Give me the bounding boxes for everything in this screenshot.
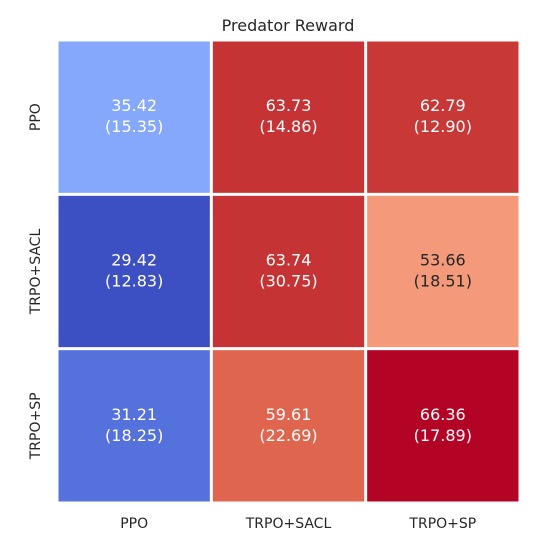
heatmap-cell — [212, 195, 365, 348]
heatmap-cells — [58, 41, 519, 502]
cell-std-label: (12.90) — [414, 117, 472, 136]
cell-value-label: 53.66 — [420, 251, 466, 270]
cell-std-label: (22.69) — [259, 426, 317, 445]
cell-std-label: (15.35) — [105, 117, 163, 136]
cell-value-label: 62.79 — [420, 96, 466, 115]
cell-value-label: 63.74 — [266, 251, 312, 270]
x-axis-ticks: PPO TRPO+SACL TRPO+SP — [120, 516, 476, 532]
y-tick-label: PPO — [28, 103, 44, 131]
x-tick-label: TRPO+SACL — [245, 516, 332, 532]
cell-std-label: (17.89) — [414, 426, 472, 445]
y-tick-label: TRPO+SACL — [28, 229, 44, 316]
cell-value-label: 31.21 — [111, 405, 157, 424]
x-tick-label: PPO — [120, 516, 148, 532]
cell-std-label: (30.75) — [259, 272, 317, 291]
heatmap-cell — [367, 41, 519, 193]
cell-value-label: 59.61 — [266, 405, 312, 424]
heatmap-cell — [212, 350, 365, 502]
heatmap-cell — [58, 350, 210, 502]
heatmap-cell — [212, 41, 365, 193]
cell-std-label: (12.83) — [105, 272, 163, 291]
heatmap-cell-labels: 35.42 (15.35) 63.73 (14.86) 62.79 (12.90) 29.4… — [105, 96, 472, 445]
cell-value-label: 63.73 — [266, 96, 312, 115]
cell-value-label: 29.42 — [111, 251, 157, 270]
cell-std-label: (18.51) — [414, 272, 472, 291]
cell-std-label: (14.86) — [259, 117, 317, 136]
heatmap-cell — [367, 195, 519, 348]
heatmap-cell — [58, 41, 210, 193]
cell-value-label: 66.36 — [420, 405, 466, 424]
y-axis-ticks: PPO TRPO+SACL TRPO+SP — [28, 103, 44, 460]
chart-title: Predator Reward — [222, 16, 355, 35]
cell-std-label: (18.25) — [105, 426, 163, 445]
heatmap-cell — [58, 195, 210, 348]
y-tick-label: TRPO+SP — [28, 392, 44, 460]
x-tick-label: TRPO+SP — [408, 516, 476, 532]
cell-value-label: 35.42 — [111, 96, 157, 115]
heatmap-cell — [367, 350, 519, 502]
